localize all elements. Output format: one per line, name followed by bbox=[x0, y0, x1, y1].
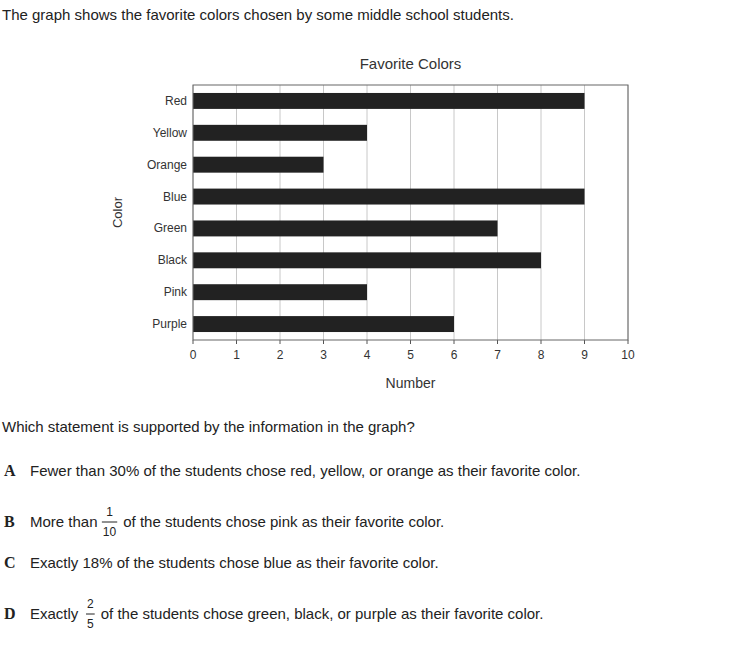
question-text: Which statement is supported by the info… bbox=[2, 418, 415, 435]
option-text: Fewer than 30% of the students chose red… bbox=[30, 462, 580, 479]
category-label: Black bbox=[158, 253, 188, 267]
tick-mark bbox=[628, 340, 629, 344]
grid-line bbox=[541, 85, 542, 340]
tick-mark bbox=[323, 340, 324, 344]
category-label: Red bbox=[165, 94, 187, 108]
tick-mark bbox=[454, 340, 455, 344]
bar bbox=[193, 220, 498, 236]
category-label: Orange bbox=[147, 158, 187, 172]
tick-label: 6 bbox=[451, 348, 458, 362]
tick-mark bbox=[584, 340, 585, 344]
tick-mark bbox=[497, 340, 498, 344]
tick-mark bbox=[541, 340, 542, 344]
option-text: More than bbox=[30, 513, 98, 530]
option-text: Exactly 18% of the students chose blue a… bbox=[30, 554, 439, 571]
tick-mark bbox=[280, 340, 281, 344]
tick-label: 3 bbox=[320, 348, 327, 362]
intro-text: The graph shows the favorite colors chos… bbox=[2, 6, 514, 23]
bar bbox=[193, 157, 324, 173]
option-letter: A bbox=[4, 462, 16, 479]
tick-label: 10 bbox=[621, 348, 635, 362]
tick-label: 0 bbox=[190, 348, 197, 362]
tick-label: 9 bbox=[581, 348, 588, 362]
grid-line bbox=[497, 85, 498, 340]
fraction-bar bbox=[86, 614, 95, 615]
option-text: Exactly bbox=[30, 605, 79, 622]
tick-label: 8 bbox=[538, 348, 545, 362]
tick-label: 5 bbox=[407, 348, 414, 362]
option-letter: D bbox=[4, 605, 16, 622]
tick-label: 7 bbox=[494, 348, 501, 362]
grid-line bbox=[323, 85, 324, 340]
bar bbox=[193, 252, 541, 268]
bars bbox=[193, 93, 585, 332]
canvas: The graph shows the favorite colors chos… bbox=[0, 0, 742, 648]
bar bbox=[193, 125, 367, 141]
chart-title: Favorite Colors bbox=[360, 55, 462, 72]
tick-mark bbox=[410, 340, 411, 344]
bar bbox=[193, 189, 585, 205]
option-letter: B bbox=[4, 513, 15, 530]
grid-line bbox=[584, 85, 585, 340]
tick-mark bbox=[193, 340, 194, 344]
fraction-numerator: 1 bbox=[106, 505, 113, 519]
tick-label: 4 bbox=[364, 348, 371, 362]
category-label: Purple bbox=[152, 317, 187, 331]
bar bbox=[193, 93, 585, 109]
bar bbox=[193, 316, 454, 332]
option-text: of the students chose pink as their favo… bbox=[123, 513, 444, 530]
grid bbox=[193, 85, 628, 344]
tick-mark bbox=[236, 340, 237, 344]
fraction-denominator: 10 bbox=[103, 525, 117, 539]
category-label: Yellow bbox=[153, 126, 188, 140]
tick-label: 2 bbox=[277, 348, 284, 362]
category-label: Blue bbox=[163, 190, 187, 204]
x-axis-label: Number bbox=[386, 375, 436, 391]
fraction-numerator: 2 bbox=[87, 597, 94, 611]
fraction-bar bbox=[102, 522, 117, 523]
plot-frame bbox=[193, 85, 628, 340]
tick-mark bbox=[367, 340, 368, 344]
option-letter: C bbox=[4, 554, 16, 571]
grid-line bbox=[454, 85, 455, 340]
grid-line bbox=[410, 85, 411, 340]
tick-label: 1 bbox=[233, 348, 240, 362]
fraction-denominator: 5 bbox=[87, 617, 94, 631]
grid-line bbox=[236, 85, 237, 340]
category-label: Pink bbox=[164, 285, 188, 299]
category-label: Green bbox=[154, 221, 187, 235]
page: The graph shows the favorite colors chos… bbox=[0, 0, 742, 648]
bar bbox=[193, 284, 367, 300]
grid-line bbox=[367, 85, 368, 340]
grid-line bbox=[280, 85, 281, 340]
y-axis-label: Color bbox=[110, 196, 125, 228]
option-text: of the students chose green, black, or p… bbox=[101, 605, 544, 622]
